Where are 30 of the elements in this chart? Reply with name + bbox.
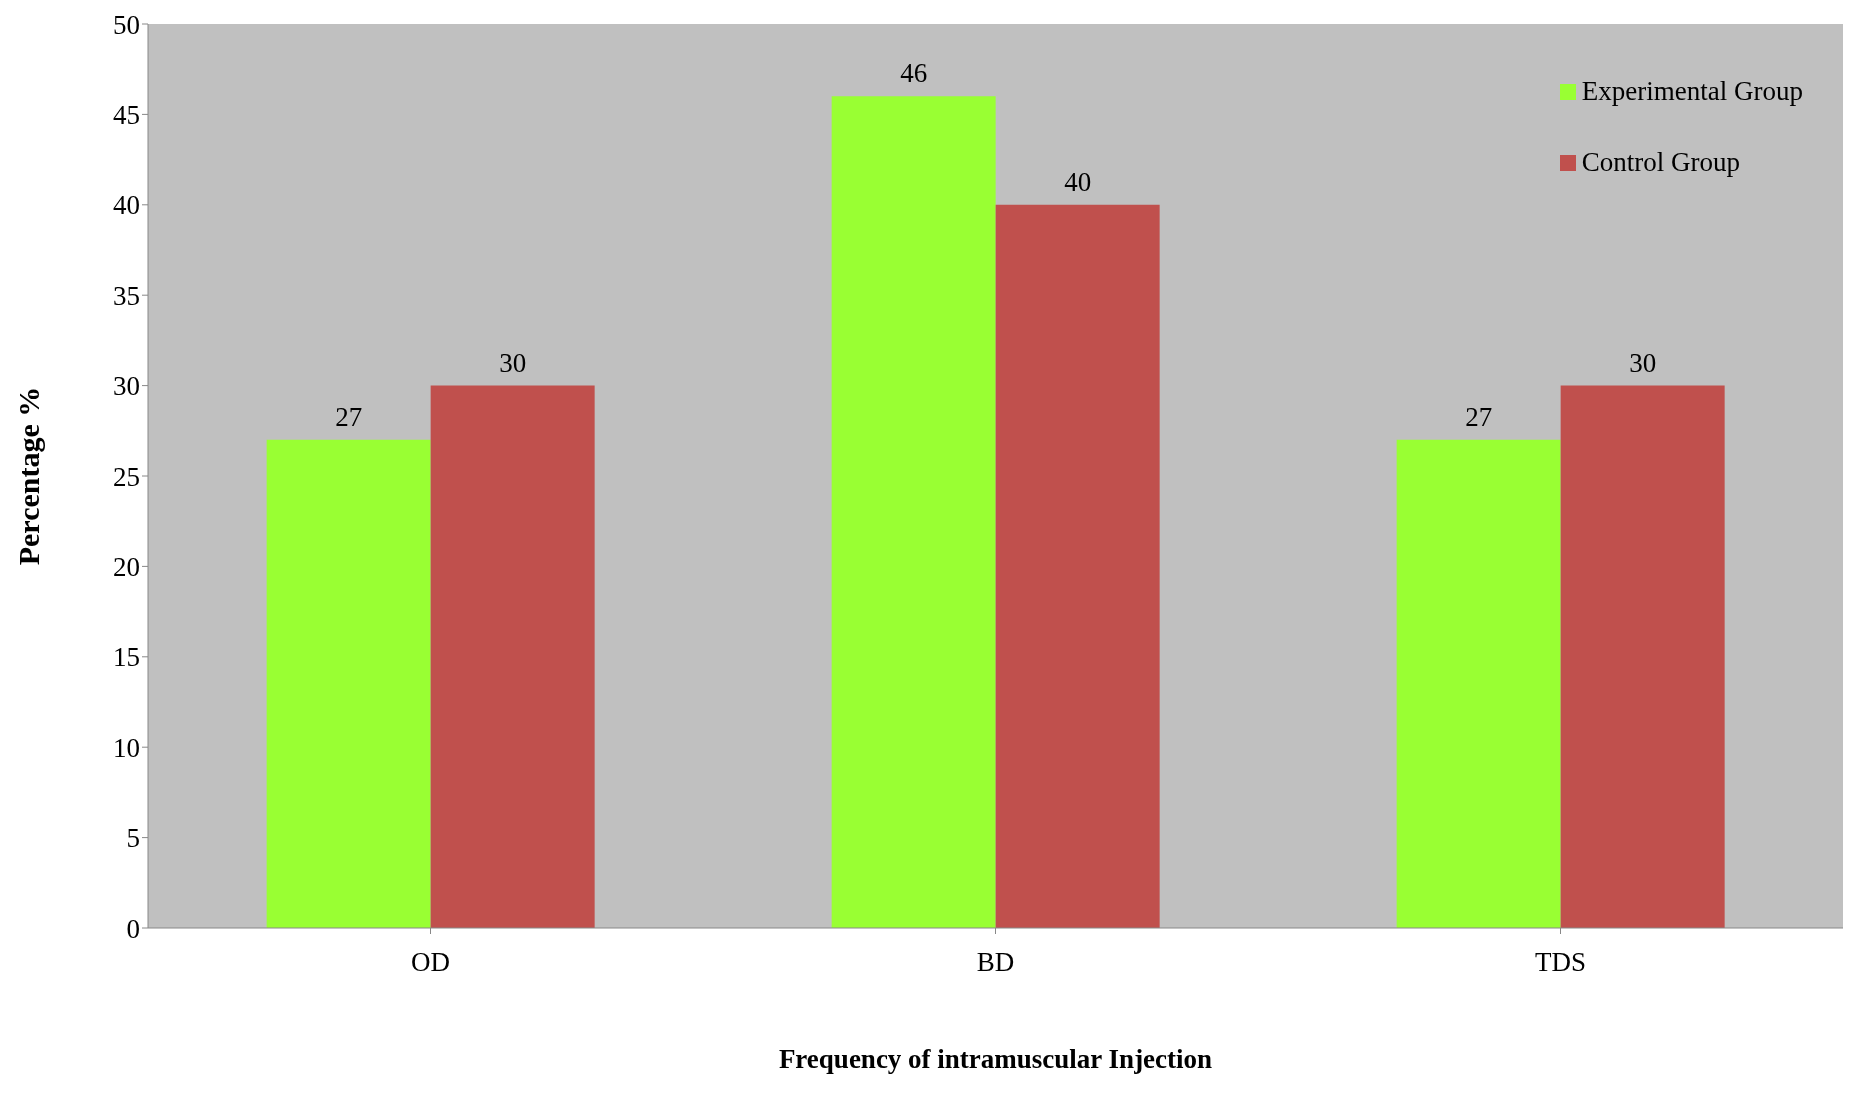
y-tick-label: 45 xyxy=(113,99,140,130)
data-label: 30 xyxy=(499,347,527,378)
data-label: 40 xyxy=(1064,166,1092,197)
bar xyxy=(430,385,595,928)
y-tick-label: 15 xyxy=(113,642,140,673)
y-tick-label: 25 xyxy=(113,461,140,492)
y-tick-label: 20 xyxy=(113,551,140,582)
bar xyxy=(266,439,431,928)
y-tick-label: 40 xyxy=(113,190,140,221)
y-tick-label: 30 xyxy=(113,371,140,402)
x-tick-label: BD xyxy=(976,947,1015,978)
data-label: 27 xyxy=(1465,401,1493,432)
data-label: 30 xyxy=(1629,347,1657,378)
x-tick-label: OD xyxy=(411,947,450,978)
data-label: 27 xyxy=(335,401,363,432)
y-tick-label: 5 xyxy=(126,823,140,854)
legend-label: Control Group xyxy=(1581,147,1741,178)
bar xyxy=(831,96,996,928)
bar xyxy=(995,204,1160,928)
bar xyxy=(1560,385,1725,928)
y-tick-label: 50 xyxy=(113,9,140,40)
y-tick-label: 35 xyxy=(113,280,140,311)
x-tick-label: TDS xyxy=(1534,947,1587,978)
legend-label: Experimental Group xyxy=(1581,76,1803,107)
bar xyxy=(1396,439,1561,928)
y-tick-label: 0 xyxy=(126,913,140,944)
data-label: 46 xyxy=(900,58,928,89)
y-axis-title: Percentage % xyxy=(11,386,45,566)
x-axis-title: Frequency of intramuscular Injection xyxy=(778,1044,1213,1074)
y-tick-label: 10 xyxy=(113,732,140,763)
